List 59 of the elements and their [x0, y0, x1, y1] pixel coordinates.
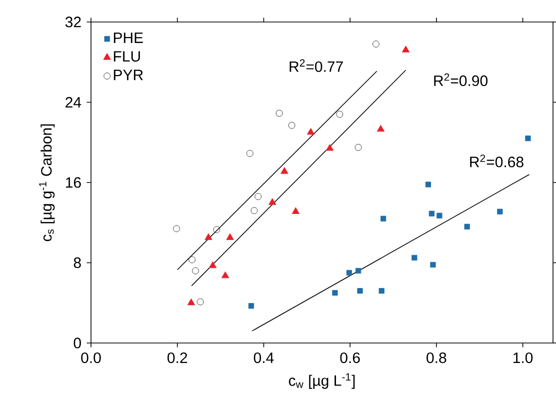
point: [280, 167, 288, 174]
point: [525, 136, 531, 142]
point: [430, 262, 436, 268]
point: [221, 271, 230, 278]
x-tick-label: 0.8: [426, 352, 446, 364]
point: [357, 288, 363, 294]
point: [376, 124, 385, 132]
annotation: R$^{2}$=0.90: [434, 73, 488, 86]
y-tick-label: 24: [66, 97, 82, 108]
y-tick-label: 8: [74, 257, 81, 268]
point: [378, 288, 384, 294]
x-axis-title: c$_{w}$ [µg L$^{-1}$]: [288, 373, 355, 389]
point: [306, 128, 315, 135]
point: [254, 193, 262, 200]
point: [276, 110, 283, 117]
point: [464, 224, 470, 230]
x-tick-label: 0.4: [254, 352, 274, 364]
point: [436, 212, 442, 218]
point: [355, 268, 362, 274]
point: [336, 110, 344, 118]
annotation: R$^{2}$=0.68: [470, 154, 524, 168]
point: [332, 290, 338, 296]
point: [208, 261, 217, 268]
y-tick-label: 0: [74, 338, 81, 348]
y-tick-label: 16: [66, 177, 81, 188]
point: [354, 144, 362, 151]
point: [204, 233, 212, 240]
point: [412, 254, 418, 261]
point: [380, 216, 386, 222]
x-tick-label: 0.0: [81, 352, 101, 364]
x-tick-label: 0.6: [340, 352, 360, 364]
y-tick-label: 32: [65, 16, 81, 28]
point: [250, 207, 258, 214]
point: [497, 208, 503, 214]
legend-label: PHE: [114, 32, 143, 43]
point: [372, 40, 380, 48]
point: [346, 270, 352, 276]
point: [292, 207, 300, 214]
legend-label: FLU: [114, 51, 140, 62]
x-tick-label: 1.0: [514, 352, 533, 364]
point: [188, 256, 196, 264]
point: [402, 46, 410, 52]
point: [196, 298, 204, 306]
point: [428, 210, 434, 216]
point: [173, 225, 180, 232]
point: [326, 144, 334, 151]
point: [288, 122, 296, 129]
point: [213, 226, 220, 234]
point: [425, 182, 432, 188]
point: [246, 150, 254, 157]
y-axis-title: c$_{s}$ [µg g$^{-1}$ Carbon]: [39, 124, 55, 242]
point: [192, 267, 199, 274]
point: [226, 233, 234, 240]
annotation: R$^{2}$=0.77: [290, 59, 343, 72]
point: [187, 298, 196, 306]
point: [268, 198, 276, 205]
legend-label: PYR: [114, 70, 143, 80]
point: [248, 303, 254, 309]
x-tick-label: 0.2: [168, 352, 188, 364]
